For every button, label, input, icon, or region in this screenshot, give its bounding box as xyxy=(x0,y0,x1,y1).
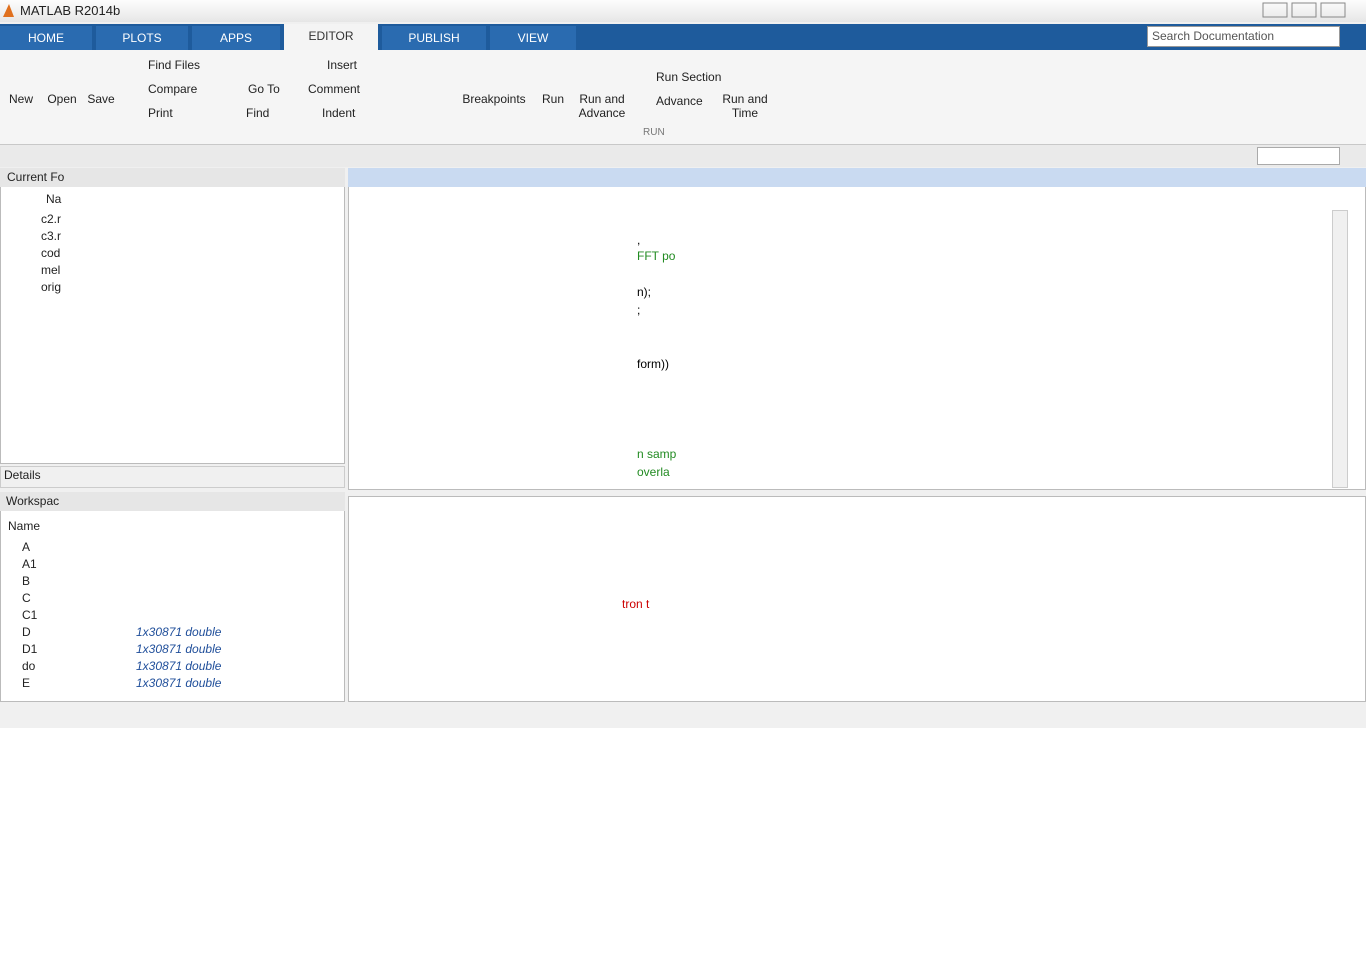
file-name[interactable]: c3.r xyxy=(41,229,62,243)
column-header: Name xyxy=(8,519,41,533)
code-fragment: n); xyxy=(637,285,652,299)
address-bar xyxy=(0,145,1366,167)
toolstrip-button[interactable]: Find xyxy=(246,106,270,120)
column-header: Na xyxy=(46,192,62,206)
file-name[interactable]: cod xyxy=(41,246,61,260)
command-window xyxy=(348,496,1366,702)
code-fragment: form)) xyxy=(637,357,669,371)
window-control xyxy=(1291,2,1317,18)
file-name[interactable]: orig xyxy=(41,280,62,294)
toolstrip-button[interactable]: Comment xyxy=(308,82,361,96)
panel-title: Workspac xyxy=(6,494,60,508)
variable-name[interactable]: D1 xyxy=(22,642,38,656)
ribbon-tab[interactable]: APPS xyxy=(192,26,280,50)
panel-header xyxy=(0,168,345,187)
toolstrip-button[interactable]: Print xyxy=(148,106,173,120)
toolstrip-button[interactable]: Indent xyxy=(322,106,356,120)
toolstrip-button[interactable]: New xyxy=(8,92,33,106)
window-title: MATLAB R2014b xyxy=(20,3,121,18)
variable-value: 1x30871 double xyxy=(136,642,222,656)
toolstrip-button[interactable]: Run xyxy=(541,92,564,106)
section-label: RUN xyxy=(643,127,665,138)
title-bar xyxy=(0,0,1366,22)
toolstrip-button[interactable]: Compare xyxy=(148,82,198,96)
toolstrip-button[interactable]: Time xyxy=(731,106,759,120)
variable-name[interactable]: B xyxy=(22,574,31,588)
code-fragment: overla xyxy=(637,465,670,479)
ribbon-tab[interactable]: EDITOR xyxy=(284,24,378,50)
toolstrip-button[interactable]: Breakpoints xyxy=(462,92,526,106)
toolstrip-button[interactable]: Open xyxy=(47,92,77,106)
variable-value: 1x30871 double xyxy=(136,676,222,690)
variable-name[interactable]: do xyxy=(22,659,36,673)
ribbon-tab[interactable]: PLOTS xyxy=(96,26,188,50)
variable-value: 1x30871 double xyxy=(136,625,222,639)
code-fragment: n samp xyxy=(637,447,677,461)
variable-name[interactable]: A1 xyxy=(22,557,37,571)
toolstrip-button[interactable]: Insert xyxy=(327,58,358,72)
toolstrip xyxy=(0,50,1366,145)
window-control xyxy=(1262,2,1288,18)
toolstrip-button[interactable]: Advance xyxy=(578,106,626,120)
editor-header xyxy=(348,168,1366,187)
ribbon-tab[interactable]: HOME xyxy=(0,26,92,50)
code-fragment: tron t xyxy=(622,597,650,611)
variable-name[interactable]: D xyxy=(22,625,31,639)
variable-value: 1x30871 double xyxy=(136,659,222,673)
matlab-icon xyxy=(3,4,14,17)
workspace-panel xyxy=(0,492,345,702)
toolstrip-button[interactable]: Run Section xyxy=(656,70,722,84)
variable-name[interactable]: A xyxy=(22,540,31,554)
toolstrip-button[interactable]: Advance xyxy=(656,94,703,108)
editor xyxy=(348,168,1366,490)
search-box[interactable]: Search Documentation xyxy=(1147,26,1340,47)
toolstrip-button[interactable]: Run and xyxy=(722,92,768,106)
toolstrip-button[interactable]: Find Files xyxy=(148,58,201,72)
panel-title: Current Fo xyxy=(7,170,65,184)
window-control xyxy=(1320,2,1346,18)
toolstrip-button[interactable]: Save xyxy=(87,92,115,106)
variable-name[interactable]: C xyxy=(22,591,31,605)
ribbon-tab[interactable]: PUBLISH xyxy=(382,26,486,50)
file-name[interactable]: mel xyxy=(41,263,61,277)
panel-title: Details xyxy=(4,468,41,482)
variable-name[interactable]: C1 xyxy=(22,608,38,622)
details-panel xyxy=(0,466,345,488)
code-fragment: FFT po xyxy=(637,249,676,263)
code-fragment: , xyxy=(637,233,641,247)
file-name[interactable]: c2.r xyxy=(41,212,62,226)
ribbon-tab[interactable]: VIEW xyxy=(490,26,576,50)
code-fragment: ; xyxy=(637,303,641,317)
toolstrip-button[interactable]: Go To xyxy=(248,82,280,96)
editor-scrollbar xyxy=(1332,210,1348,488)
panel-header xyxy=(0,492,345,511)
toolstrip-button[interactable]: Run and xyxy=(579,92,625,106)
variable-name[interactable]: E xyxy=(22,676,31,690)
address-field xyxy=(1257,147,1340,165)
